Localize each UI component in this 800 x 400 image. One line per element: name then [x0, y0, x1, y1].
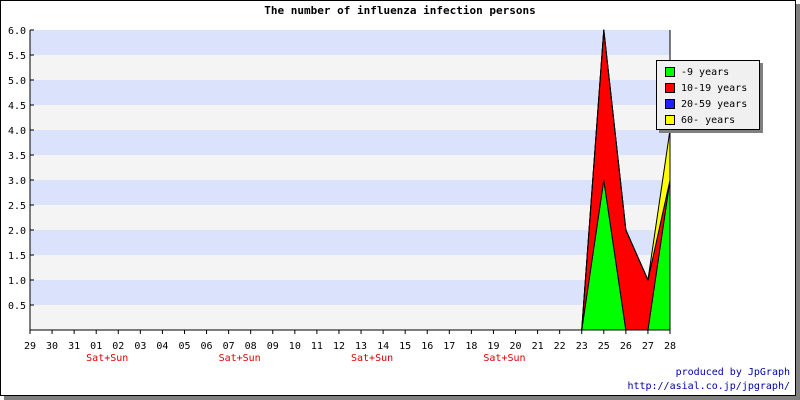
weekend-label: Sat+Sun [219, 353, 261, 364]
legend-swatch [665, 67, 675, 77]
legend: -9 years 10-19 years 20-59 years 60- yea… [656, 60, 760, 130]
grid-band [30, 80, 670, 105]
x-tick-label: 27 [642, 341, 654, 352]
credit: produced by JpGraph http://asial.co.jp/j… [627, 366, 790, 394]
legend-label: 60- years [681, 114, 736, 126]
grid-band [30, 230, 670, 255]
credit-link[interactable]: http://asial.co.jp/jpgraph/ [627, 381, 790, 392]
x-tick-label: 15 [399, 341, 411, 352]
y-tick-label: 5.5 [8, 51, 26, 62]
x-tick-label: 01 [90, 341, 102, 352]
grid-band [30, 130, 670, 155]
weekend-label: Sat+Sun [351, 353, 393, 364]
legend-item: 20-59 years [665, 97, 747, 111]
x-tick-label: 04 [156, 341, 168, 352]
y-tick-label: 5.0 [8, 76, 26, 87]
grid-band [30, 105, 670, 130]
x-tick-label: 22 [554, 341, 566, 352]
x-tick-label: 17 [443, 341, 455, 352]
grid-band [30, 55, 670, 80]
x-tick-label: 02 [112, 341, 124, 352]
legend-swatch [665, 115, 675, 125]
legend-swatch [665, 83, 675, 93]
x-tick-label: 14 [377, 341, 389, 352]
grid-band [30, 255, 670, 280]
x-tick-label: 08 [245, 341, 257, 352]
x-tick-label: 09 [267, 341, 279, 352]
x-tick-label: 06 [201, 341, 213, 352]
legend-label: 10-19 years [681, 82, 748, 94]
x-tick-label: 07 [223, 341, 235, 352]
grid-band [30, 155, 670, 180]
x-tick-label: 11 [311, 341, 323, 352]
x-tick-label: 29 [24, 341, 36, 352]
y-tick-label: 2.0 [8, 226, 26, 237]
legend-item: 60- years [665, 113, 735, 127]
y-tick-label: 3.5 [8, 151, 26, 162]
x-tick-label: 23 [576, 341, 588, 352]
legend-label: -9 years [681, 66, 730, 78]
x-tick-label: 10 [289, 341, 301, 352]
x-tick-label: 31 [68, 341, 80, 352]
x-tick-label: 26 [620, 341, 632, 352]
grid-band [30, 205, 670, 230]
chart-title: The number of influenza infection person… [264, 4, 536, 17]
grid-band [30, 30, 670, 55]
legend-item: 10-19 years [665, 81, 747, 95]
y-tick-label: 1.5 [8, 251, 26, 262]
y-tick-label: 0.5 [8, 301, 26, 312]
credit-line: produced by JpGraph [675, 367, 790, 378]
x-tick-label: 20 [509, 341, 521, 352]
x-tick-label: 25 [598, 341, 610, 352]
x-tick-label: 16 [421, 341, 433, 352]
grid-band [30, 280, 670, 305]
legend-item: -9 years [665, 65, 729, 79]
grid-band [30, 180, 670, 205]
weekend-label: Sat+Sun [483, 353, 525, 364]
y-tick-label: 4.0 [8, 126, 26, 137]
y-tick-label: 3.0 [8, 176, 26, 187]
x-tick-label: 05 [178, 341, 190, 352]
y-tick-label: 2.5 [8, 201, 26, 212]
x-tick-label: 21 [532, 341, 544, 352]
y-tick-label: 6.0 [8, 26, 26, 37]
x-tick-label: 13 [355, 341, 367, 352]
x-tick-label: 28 [664, 341, 676, 352]
grid-band [30, 305, 670, 330]
y-tick-label: 4.5 [8, 101, 26, 112]
x-tick-label: 18 [465, 341, 477, 352]
legend-label: 20-59 years [681, 98, 748, 110]
y-tick-label: 1.0 [8, 276, 26, 287]
x-tick-label: 12 [333, 341, 345, 352]
legend-swatch [665, 99, 675, 109]
weekend-label: Sat+Sun [86, 353, 128, 364]
x-tick-label: 30 [46, 341, 58, 352]
x-tick-label: 19 [487, 341, 499, 352]
x-tick-label: 03 [134, 341, 146, 352]
